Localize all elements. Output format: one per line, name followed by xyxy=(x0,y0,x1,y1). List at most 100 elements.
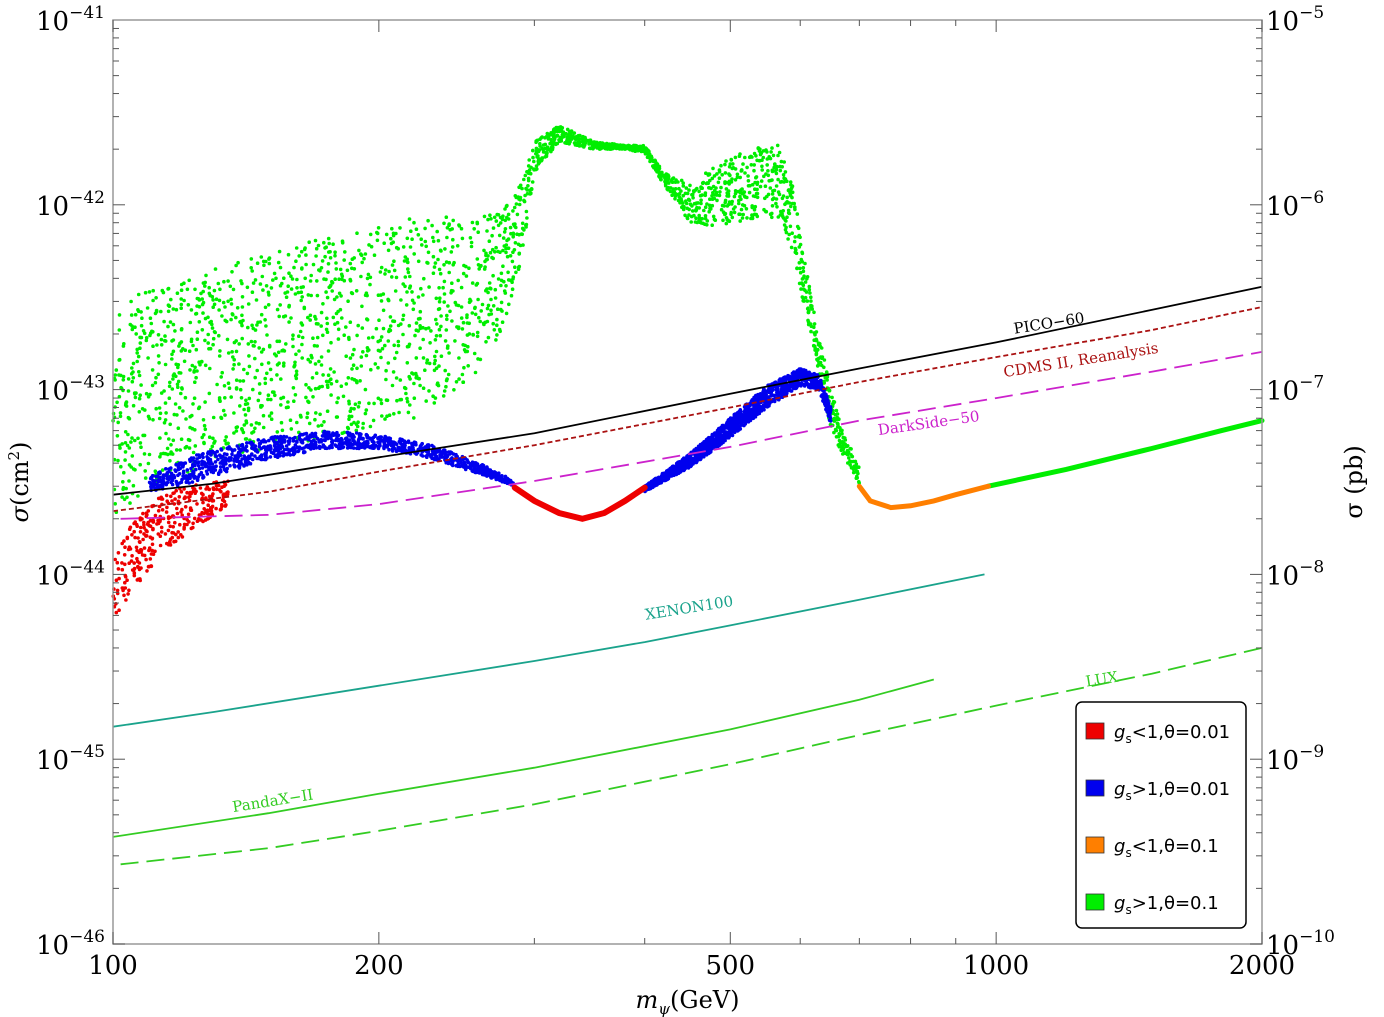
data-point xyxy=(444,328,449,332)
data-point xyxy=(414,321,419,325)
data-point xyxy=(410,371,414,375)
data-point xyxy=(687,207,691,212)
data-point xyxy=(278,265,283,270)
data-point xyxy=(446,304,450,308)
data-point xyxy=(788,193,793,198)
data-point xyxy=(552,130,557,134)
data-point xyxy=(179,391,183,396)
data-point xyxy=(133,392,137,396)
data-point xyxy=(260,362,264,367)
data-point xyxy=(689,214,694,219)
data-point xyxy=(396,445,400,450)
data-point xyxy=(121,480,125,484)
data-point xyxy=(224,469,229,474)
data-point xyxy=(426,326,431,330)
data-point xyxy=(240,305,245,309)
data-point xyxy=(434,454,439,459)
data-point xyxy=(195,477,200,482)
data-point xyxy=(412,301,416,305)
data-point xyxy=(308,318,313,322)
data-point xyxy=(163,362,168,367)
data-point xyxy=(259,312,264,317)
data-point xyxy=(289,274,293,279)
data-point xyxy=(352,407,356,411)
data-point xyxy=(806,318,810,323)
data-point xyxy=(713,193,717,197)
data-point xyxy=(249,339,254,344)
data-point xyxy=(470,311,475,315)
data-point xyxy=(805,277,809,281)
data-point xyxy=(407,342,412,347)
data-point xyxy=(553,135,557,140)
data-point xyxy=(228,458,233,462)
data-point xyxy=(325,432,329,437)
data-point xyxy=(529,187,534,191)
data-point xyxy=(298,329,303,334)
data-point xyxy=(208,366,212,371)
data-point xyxy=(148,316,153,321)
data-point xyxy=(204,273,208,278)
data-point xyxy=(187,481,191,485)
data-point xyxy=(430,456,434,461)
data-point xyxy=(742,190,747,194)
data-point xyxy=(203,464,208,469)
data-point xyxy=(836,434,841,439)
data-point xyxy=(171,338,176,342)
data-point xyxy=(223,460,228,464)
data-point xyxy=(327,446,332,450)
data-point xyxy=(817,356,821,361)
data-point xyxy=(170,352,174,357)
data-point xyxy=(354,431,359,435)
data-point xyxy=(194,312,198,316)
data-point xyxy=(269,450,274,455)
data-point xyxy=(694,216,698,220)
data-point xyxy=(308,360,313,364)
data-point xyxy=(770,211,774,216)
data-point xyxy=(216,457,220,462)
data-point xyxy=(453,300,458,305)
data-point xyxy=(299,249,304,254)
data-point xyxy=(189,457,194,462)
data-point xyxy=(408,245,413,249)
data-point xyxy=(243,413,248,417)
data-point xyxy=(280,444,285,449)
data-point xyxy=(323,254,327,259)
data-point xyxy=(367,401,371,406)
data-point xyxy=(423,239,428,244)
data-point xyxy=(200,459,204,464)
data-point xyxy=(364,433,369,438)
data-point xyxy=(371,335,375,340)
data-point xyxy=(368,424,373,429)
data-point xyxy=(723,171,728,175)
data-point xyxy=(482,214,487,219)
data-point xyxy=(712,196,717,201)
data-point xyxy=(169,297,173,302)
data-point xyxy=(334,267,339,271)
data-point xyxy=(459,226,464,231)
data-point xyxy=(330,445,334,450)
data-point xyxy=(313,362,318,366)
data-point xyxy=(168,459,172,463)
data-point xyxy=(253,445,257,449)
data-point xyxy=(710,176,715,181)
data-point xyxy=(401,448,406,452)
data-point xyxy=(826,386,831,391)
data-point xyxy=(190,363,195,368)
data-point xyxy=(253,426,257,431)
data-point xyxy=(774,387,779,392)
data-point xyxy=(291,386,296,390)
data-point xyxy=(437,267,442,272)
data-point xyxy=(524,209,529,214)
data-point xyxy=(263,318,267,322)
data-point xyxy=(522,228,526,232)
data-point xyxy=(792,239,797,244)
data-point xyxy=(129,372,134,376)
data-point xyxy=(118,414,123,419)
data-point xyxy=(133,438,137,443)
data-point xyxy=(324,327,329,332)
data-point xyxy=(383,268,388,272)
data-point xyxy=(215,382,219,387)
data-point xyxy=(117,313,122,317)
data-point xyxy=(491,321,496,326)
data-point xyxy=(373,434,377,439)
